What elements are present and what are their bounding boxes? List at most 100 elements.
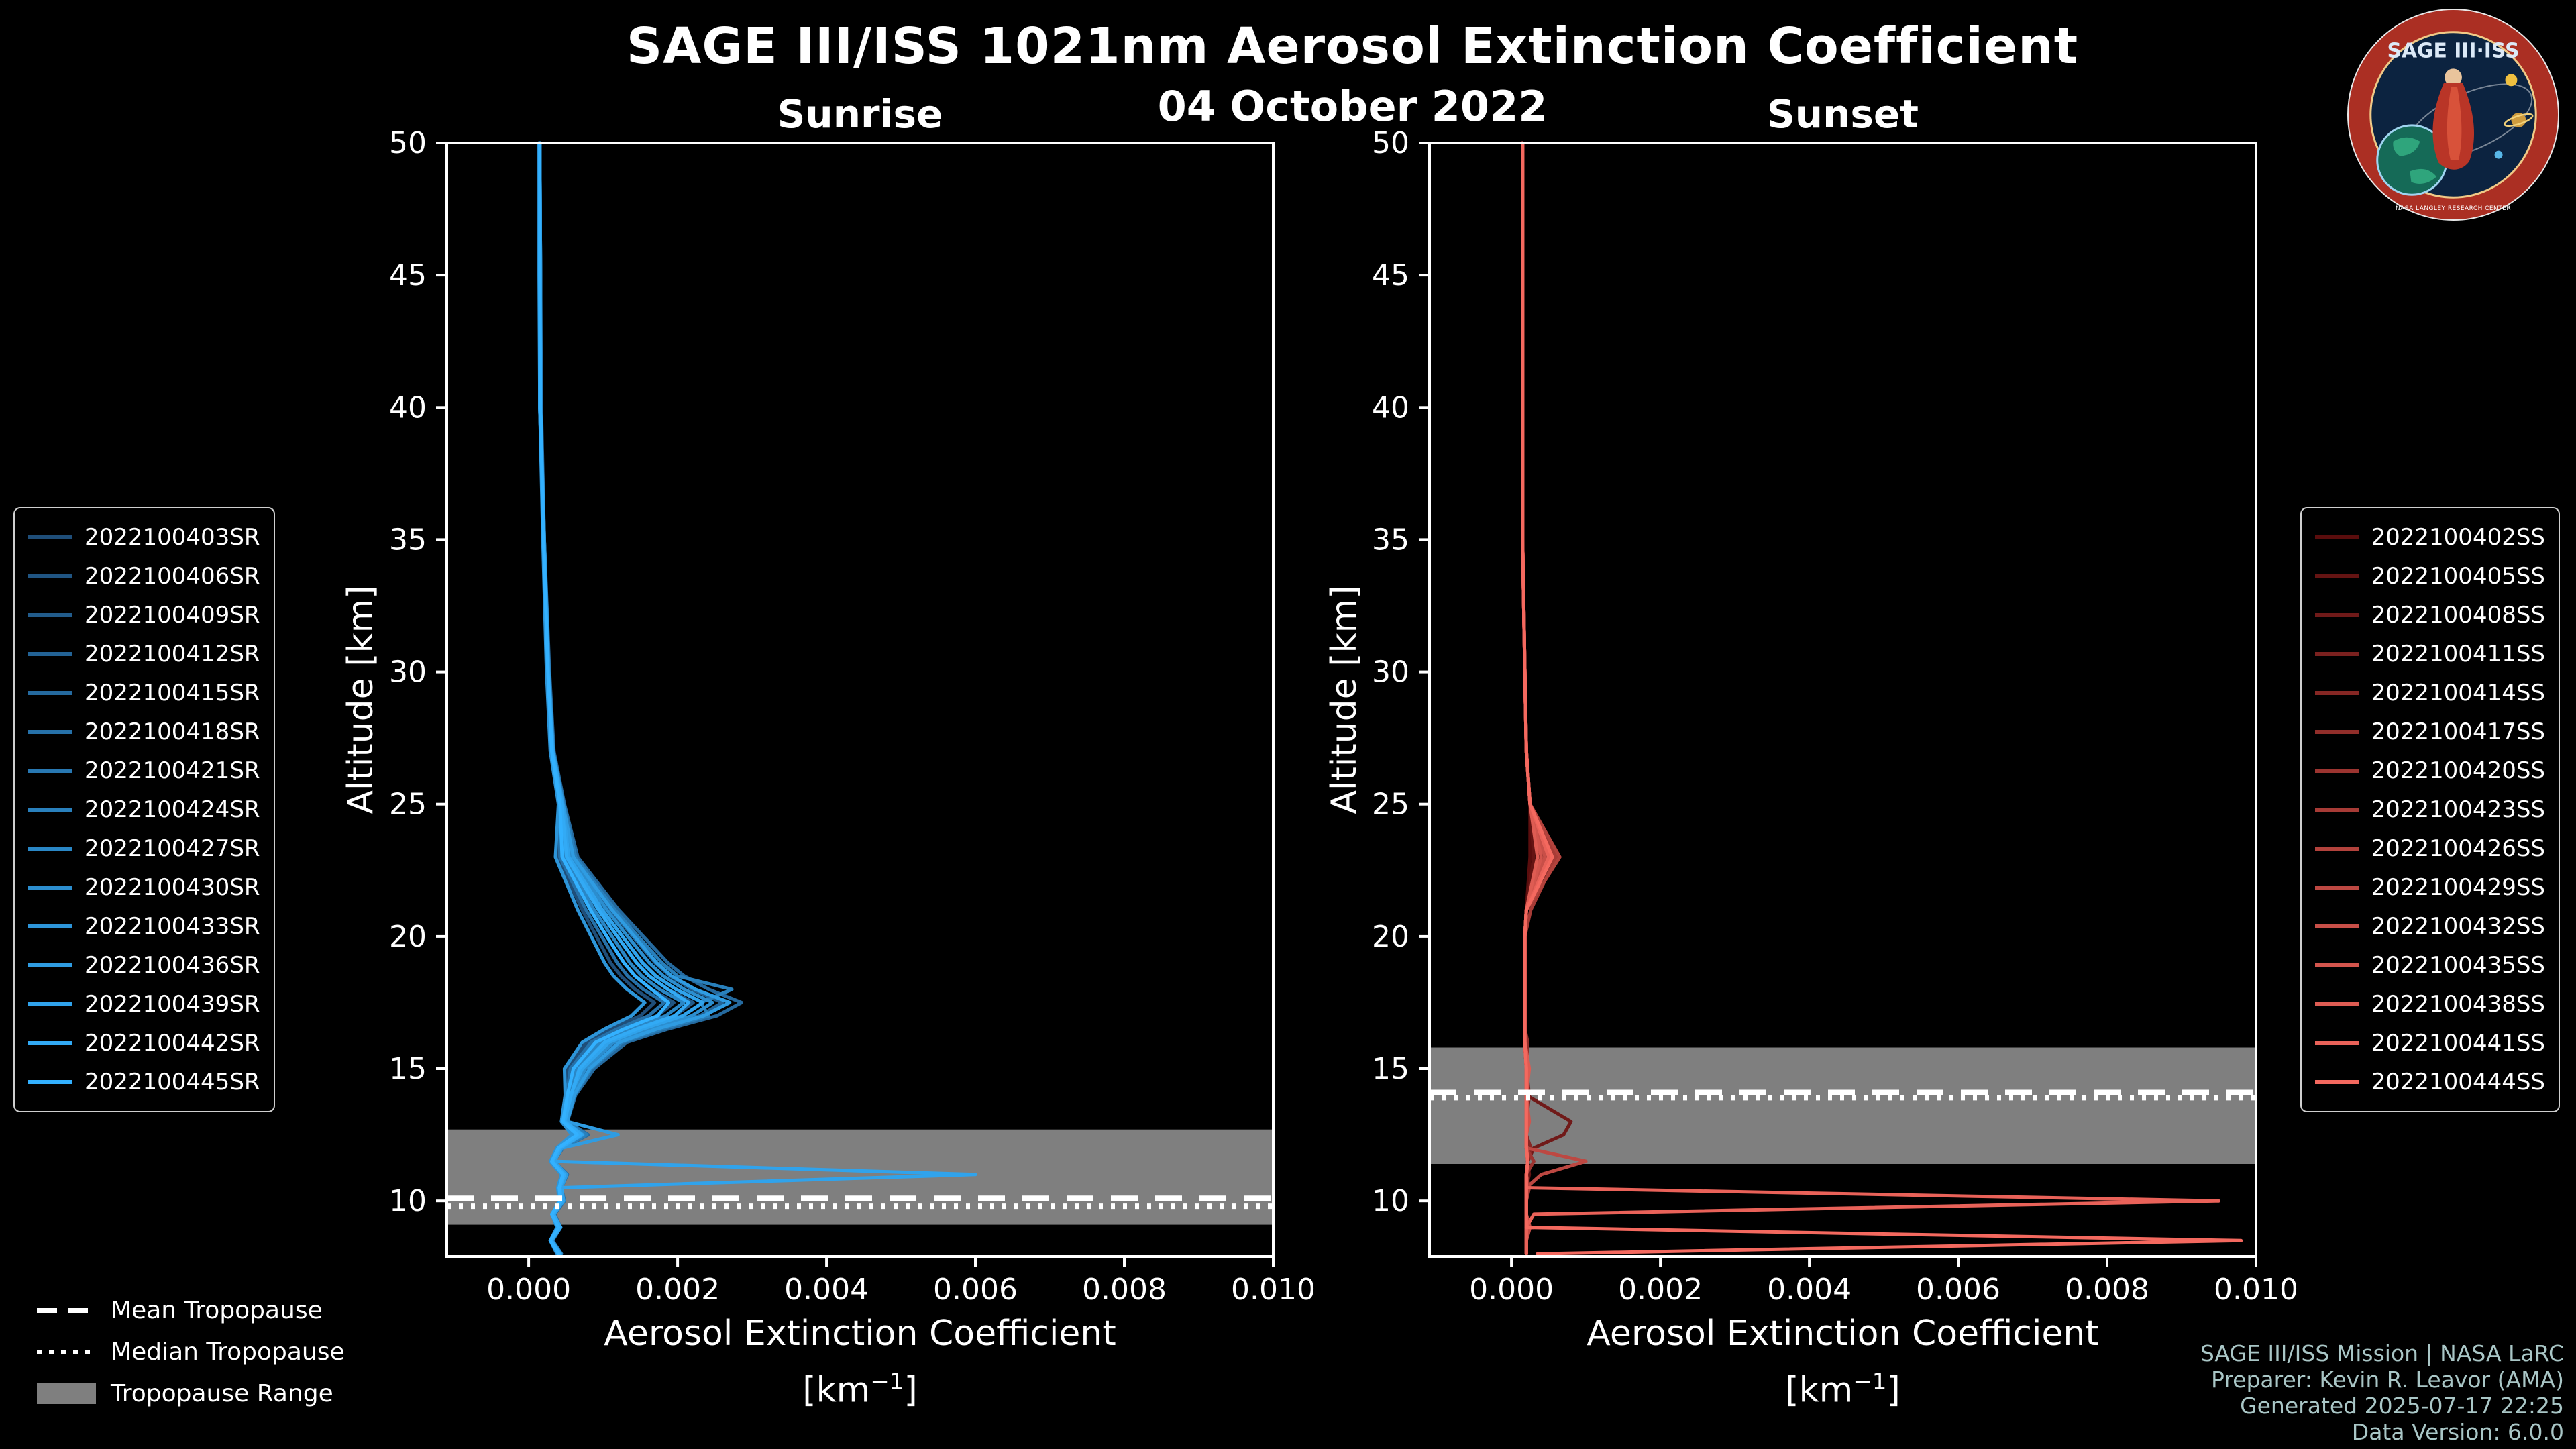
legend-line-sample xyxy=(2314,613,2359,617)
footer-generated: Generated 2025-07-17 22:25 xyxy=(2240,1393,2564,1419)
legend-line-sample xyxy=(28,808,72,812)
profile-line xyxy=(538,141,657,1256)
legend-line-sample xyxy=(2314,730,2359,734)
profile-line xyxy=(538,141,671,1256)
legend-line-sample xyxy=(2314,924,2359,928)
y-axis-label-sunset: Altitude [km] xyxy=(1324,585,1364,814)
legend-line-sample xyxy=(28,730,72,734)
legend-item: 2022100438SS xyxy=(2314,985,2545,1024)
legend-line-sample xyxy=(28,1041,72,1045)
x-axis-label-text: Aerosol Extinction Coefficient xyxy=(1587,1313,2099,1354)
legend-line-sample xyxy=(28,535,72,539)
legend-item: 2022100432SS xyxy=(2314,907,2545,946)
x-tick-label: 0.002 xyxy=(635,1273,720,1307)
legend-label: 2022100409SR xyxy=(85,602,260,629)
legend-line-sample xyxy=(28,574,72,578)
legend-label: 2022100408SS xyxy=(2371,602,2545,629)
dashed-line-sample xyxy=(37,1307,96,1313)
profile-line xyxy=(538,141,691,1256)
x-tick-label: 0.006 xyxy=(1916,1273,2000,1307)
x-tick-label: 0.000 xyxy=(1469,1273,1554,1307)
legend-item: 2022100423SS xyxy=(2314,790,2545,829)
legend-label: 2022100429SS xyxy=(2371,874,2545,901)
x-tick-label: 0.004 xyxy=(1767,1273,1851,1307)
sage-iii-iss-logo: SAGE III·ISS NASA LANGLEY RESEARCH CENTE… xyxy=(2347,8,2560,221)
legend-label: 2022100426SS xyxy=(2371,835,2545,862)
legend-line-sample xyxy=(2314,1080,2359,1084)
legend-line-sample xyxy=(2314,574,2359,578)
legend-item: 2022100405SS xyxy=(2314,557,2545,596)
sun-icon xyxy=(2505,74,2518,87)
legend-label: 2022100444SS xyxy=(2371,1069,2545,1095)
legend-item: 2022100421SR xyxy=(28,751,260,790)
y-tick-label: 45 xyxy=(1372,258,1409,292)
legend-item: 2022100441SS xyxy=(2314,1024,2545,1063)
profile-line xyxy=(538,141,977,1256)
sunrise-plot: 0.000 0.002 0.004 0.006 0.008 0.010 10 15 20 25 30… xyxy=(389,126,1316,1307)
tropopause-legend: Mean Tropopause Median Tropopause Tropop… xyxy=(37,1289,345,1414)
legend-item: 2022100426SS xyxy=(2314,829,2545,868)
legend-item: 2022100408SS xyxy=(2314,596,2545,635)
legend-label: 2022100420SS xyxy=(2371,757,2545,784)
x-tick-label: 0.010 xyxy=(1231,1273,1316,1307)
legend-line-sample xyxy=(2314,963,2359,967)
panel-title-sunrise: Sunrise xyxy=(777,91,943,137)
legend-label: 2022100403SR xyxy=(85,524,260,551)
profile-line xyxy=(537,141,647,1256)
legend-item-median-tropopause: Median Tropopause xyxy=(37,1331,345,1373)
legend-label: 2022100411SS xyxy=(2371,641,2545,667)
sunset-legend: 2022100402SS 2022100405SS 2022100408SS 2022… xyxy=(2300,507,2560,1112)
x-axis-unit: [km−1] xyxy=(802,1368,918,1411)
tropopause-range-label: Tropopause Range xyxy=(111,1379,333,1407)
x-axis-unit: [km−1] xyxy=(1785,1368,1900,1411)
x-axis-label-sunset: Aerosol Extinction Coefficient [km−1] xyxy=(1430,1309,2256,1414)
y-tick-label: 25 xyxy=(1372,788,1409,822)
x-tick-label: 0.008 xyxy=(1082,1273,1167,1307)
y-tick-label: 20 xyxy=(389,920,427,954)
legend-item: 2022100411SS xyxy=(2314,635,2545,674)
legend-label: 2022100415SR xyxy=(85,680,260,706)
legend-line-sample xyxy=(2314,769,2359,773)
tropopause-range-band xyxy=(1430,1047,2256,1164)
legend-line-sample xyxy=(2314,808,2359,812)
legend-item-tropopause-range: Tropopause Range xyxy=(37,1373,345,1414)
legend-item: 2022100415SR xyxy=(28,674,260,712)
legend-item: 2022100424SR xyxy=(28,790,260,829)
y-tick-label: 10 xyxy=(389,1184,427,1218)
figure-title: SAGE III/ISS 1021nm Aerosol Extinction C… xyxy=(626,17,2079,75)
x-tick-label: 0.006 xyxy=(933,1273,1018,1307)
legend-label: 2022100433SR xyxy=(85,913,260,940)
legend-label: 2022100436SR xyxy=(85,952,260,979)
legend-item: 2022100414SS xyxy=(2314,674,2545,712)
legend-item: 2022100403SR xyxy=(28,518,260,557)
plot-border xyxy=(1428,142,2257,1258)
legend-label: 2022100427SR xyxy=(85,835,260,862)
legend-line-sample xyxy=(28,1080,72,1084)
legend-line-sample xyxy=(2314,535,2359,539)
legend-label: 2022100423SS xyxy=(2371,796,2545,823)
footer-data-version: Data Version: 6.0.0 xyxy=(2351,1419,2564,1445)
y-tick-label: 45 xyxy=(389,258,427,292)
y-tick-label: 50 xyxy=(1372,126,1409,160)
legend-label: 2022100442SR xyxy=(85,1030,260,1057)
legend-item: 2022100430SR xyxy=(28,868,260,907)
legend-item: 2022100439SR xyxy=(28,985,260,1024)
sunset-plot-panel: 0.000 0.002 0.004 0.006 0.008 0.010 10 15 20 25 30… xyxy=(1372,126,2298,1307)
figure-head xyxy=(2445,68,2462,87)
legend-line-sample xyxy=(2314,652,2359,656)
legend-item: 2022100442SR xyxy=(28,1024,260,1063)
y-tick-label: 50 xyxy=(389,126,427,160)
x-tick-label: 0.008 xyxy=(2065,1273,2149,1307)
legend-item: 2022100436SR xyxy=(28,946,260,985)
legend-item: 2022100433SR xyxy=(28,907,260,946)
y-tick-label: 40 xyxy=(1372,390,1409,425)
figure-header: SAGE III/ISS 1021nm Aerosol Extinction C… xyxy=(64,0,2576,131)
legend-line-sample xyxy=(2314,885,2359,890)
profile-line xyxy=(538,141,686,1256)
legend-label: 2022100432SS xyxy=(2371,913,2545,940)
legend-item: 2022100417SS xyxy=(2314,712,2545,751)
legend-label: 2022100438SS xyxy=(2371,991,2545,1018)
legend-label: 2022100421SR xyxy=(85,757,260,784)
mean-tropopause-label: Mean Tropopause xyxy=(111,1296,323,1324)
legend-item: 2022100409SR xyxy=(28,596,260,635)
